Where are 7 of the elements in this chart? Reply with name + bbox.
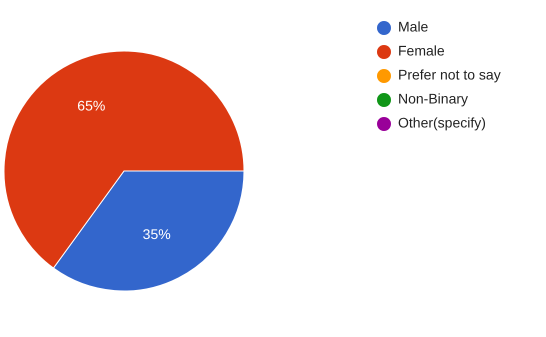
legend-label: Female [398, 42, 445, 59]
legend-label: Male [398, 18, 429, 35]
data-label: 65% [77, 98, 106, 114]
legend-label: Prefer not to say [398, 66, 501, 83]
legend-label: Non-Binary [398, 90, 468, 107]
data-label: 35% [142, 226, 171, 242]
legend-label: Other(specify) [398, 114, 486, 131]
